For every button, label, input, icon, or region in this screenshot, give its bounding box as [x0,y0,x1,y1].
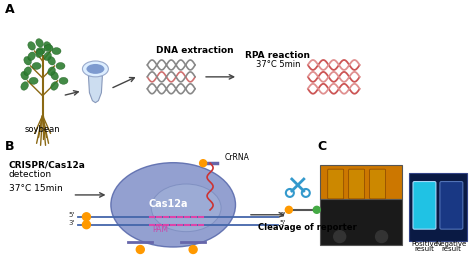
FancyBboxPatch shape [413,182,436,229]
Text: Cleavage of reporter: Cleavage of reporter [258,223,357,232]
Text: result: result [441,246,461,252]
Circle shape [200,160,207,167]
FancyBboxPatch shape [349,169,365,199]
Text: result: result [414,246,434,252]
Ellipse shape [32,62,41,69]
Ellipse shape [24,57,31,65]
Text: A: A [5,3,14,16]
Ellipse shape [36,48,45,54]
FancyBboxPatch shape [440,182,463,229]
Ellipse shape [52,48,61,54]
Text: 37°C 5min: 37°C 5min [255,60,300,69]
Text: CRISPR/Cas12a: CRISPR/Cas12a [9,160,85,169]
Ellipse shape [44,45,53,51]
Circle shape [313,206,320,213]
Circle shape [334,231,346,243]
Ellipse shape [28,52,36,60]
Text: 5': 5' [68,212,74,218]
Text: PAM: PAM [152,225,168,234]
Ellipse shape [48,57,55,65]
Ellipse shape [28,42,36,50]
Text: 3': 3' [280,212,286,218]
Circle shape [189,246,197,254]
Text: CrRNA: CrRNA [225,153,250,162]
Ellipse shape [111,163,236,247]
Ellipse shape [82,61,109,77]
Ellipse shape [151,184,221,232]
Text: Positive: Positive [411,241,438,246]
Ellipse shape [36,49,43,57]
Text: C: C [318,140,327,153]
Ellipse shape [21,82,28,90]
Bar [410,173,467,241]
Circle shape [285,206,292,213]
Ellipse shape [44,42,51,50]
Circle shape [137,246,144,254]
Polygon shape [89,76,102,103]
Circle shape [82,221,91,229]
Ellipse shape [21,72,28,80]
Circle shape [82,213,91,221]
FancyBboxPatch shape [328,169,344,199]
Ellipse shape [51,82,58,90]
Bar [320,165,401,199]
Circle shape [375,231,388,243]
Ellipse shape [44,52,51,60]
Ellipse shape [59,77,68,84]
Text: DNA extraction: DNA extraction [156,46,234,55]
Ellipse shape [36,39,43,47]
Ellipse shape [29,77,38,84]
Ellipse shape [56,62,65,69]
Text: soybean: soybean [25,125,60,134]
Ellipse shape [48,67,55,75]
Ellipse shape [51,72,58,80]
Text: RPA reaction: RPA reaction [246,51,310,60]
Text: 5': 5' [280,220,286,226]
Bar [320,199,401,244]
Text: detection: detection [9,170,52,179]
Text: 37°C 15min: 37°C 15min [9,184,63,193]
Text: 3': 3' [68,220,74,226]
Ellipse shape [24,67,31,75]
Text: B: B [5,140,14,153]
FancyBboxPatch shape [370,169,385,199]
Text: Cas12a: Cas12a [148,199,188,209]
Ellipse shape [86,64,104,74]
Text: Negative: Negative [436,241,467,246]
